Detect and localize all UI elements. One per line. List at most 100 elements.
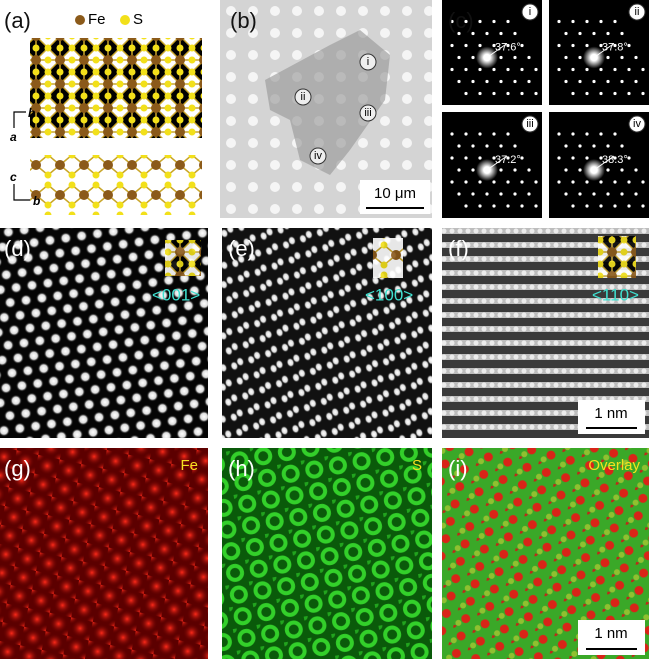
diffraction-spot [506, 204, 510, 208]
scale-text: 1 nm [594, 625, 627, 642]
diffraction-spot [520, 43, 524, 48]
diffraction-spot [571, 91, 575, 96]
diffraction-spot [585, 180, 589, 184]
diffraction-spot [634, 192, 638, 196]
marker-label: ii [301, 91, 306, 103]
diffraction-spot [457, 168, 461, 172]
diffraction-spot [627, 43, 631, 48]
diffraction-spot [520, 156, 524, 160]
diffraction-spot [471, 144, 475, 148]
zone-axis: <110> [592, 285, 639, 304]
legend-text: Fe [88, 11, 106, 28]
diffraction-spot [606, 144, 610, 148]
diffraction-spot [464, 91, 468, 96]
diffraction-spot [492, 204, 496, 208]
panel-a: (a) Fe S b a c b [4, 8, 202, 215]
diffraction-spot [520, 91, 524, 96]
diffraction-spot [506, 91, 510, 96]
panel-label: (h) [228, 456, 255, 481]
diffraction-spot [641, 67, 645, 72]
diffraction-spot [557, 19, 561, 24]
diffraction-spot [478, 91, 482, 96]
diffraction-spot [464, 180, 468, 184]
angle-value: 38.3° [602, 154, 628, 166]
diffraction-spot [457, 192, 461, 196]
pattern-label: i [529, 6, 531, 18]
diffraction-spot [620, 31, 624, 36]
marker [309, 147, 327, 165]
diffraction-spot [492, 19, 496, 24]
diffraction-spot [506, 156, 510, 160]
diffraction-spot [599, 43, 603, 48]
diffraction-spot [492, 91, 496, 96]
diffraction-spot [450, 43, 454, 48]
diffraction-spot [506, 67, 510, 72]
diffraction-spot [613, 19, 617, 24]
marker-label: iii [364, 107, 371, 119]
diffraction-spot [564, 168, 568, 172]
diffraction-spot [499, 192, 503, 196]
diffraction-spot [585, 67, 589, 72]
panel-label: (g) [4, 456, 31, 481]
diffraction-spot [564, 55, 568, 60]
panel-label: (c) [448, 8, 474, 33]
diffraction-spot [450, 19, 454, 24]
diffraction-spot [585, 19, 589, 24]
diffraction-spot [641, 180, 645, 184]
diffraction-spot [571, 204, 575, 208]
diffraction-spot [641, 91, 645, 96]
diffraction-spot [620, 192, 624, 196]
crystal-top-view [30, 38, 202, 138]
diffraction-spot [450, 156, 454, 160]
angle-line [593, 43, 615, 58]
diffraction-spot [457, 144, 461, 148]
diffraction-spot [499, 144, 503, 148]
diffraction-spot [513, 144, 517, 148]
pattern-marker [628, 115, 646, 133]
panel-label: (e) [228, 236, 255, 261]
diffraction-spot [613, 91, 617, 96]
diffraction-spot [620, 79, 624, 84]
diffraction-spot [499, 168, 503, 172]
panel-label: (i) [448, 456, 468, 481]
diffraction-spot [613, 67, 617, 72]
diffraction-spot [492, 132, 496, 136]
diffraction-spot [478, 132, 482, 136]
diffraction-spot [457, 31, 461, 36]
diffraction-spot [534, 91, 538, 96]
diffraction-spot [557, 67, 561, 72]
panel-g: (g) Fe [4, 456, 198, 481]
diffraction-spot [464, 132, 468, 136]
diffraction-spot [520, 67, 524, 72]
diffraction-spot [471, 168, 475, 172]
diffraction-spot [564, 192, 568, 196]
fe-map [0, 448, 208, 659]
diffraction-spot [534, 67, 538, 72]
diffraction-spot [606, 192, 610, 196]
angle-line [486, 155, 508, 171]
diffraction-spot [571, 132, 575, 136]
diffraction-spot [585, 204, 589, 208]
diffraction-spot [599, 156, 603, 160]
diffraction-spot [571, 156, 575, 160]
diffraction-spot [478, 180, 482, 184]
diffraction-spot [513, 168, 517, 172]
diffraction-spot [478, 43, 482, 48]
axis-arrow [13, 111, 26, 128]
diffraction-spot [506, 132, 510, 136]
diffraction-spot [478, 204, 482, 208]
angle-line [593, 155, 615, 171]
angle-value: 37.2° [495, 154, 521, 166]
element-label: Fe [180, 457, 198, 474]
model-icon [165, 240, 201, 276]
diffraction-spot [513, 31, 517, 36]
diffraction-spot [599, 91, 603, 96]
diffraction-spot [571, 180, 575, 184]
diffraction-spot [506, 43, 510, 48]
diffraction-spot [485, 31, 489, 36]
panel-label: (b) [230, 8, 257, 33]
element-label: S [412, 457, 422, 474]
diffraction-spot [485, 192, 489, 196]
diffraction-spot [506, 19, 510, 24]
scale-text: 10 μm [374, 185, 416, 202]
